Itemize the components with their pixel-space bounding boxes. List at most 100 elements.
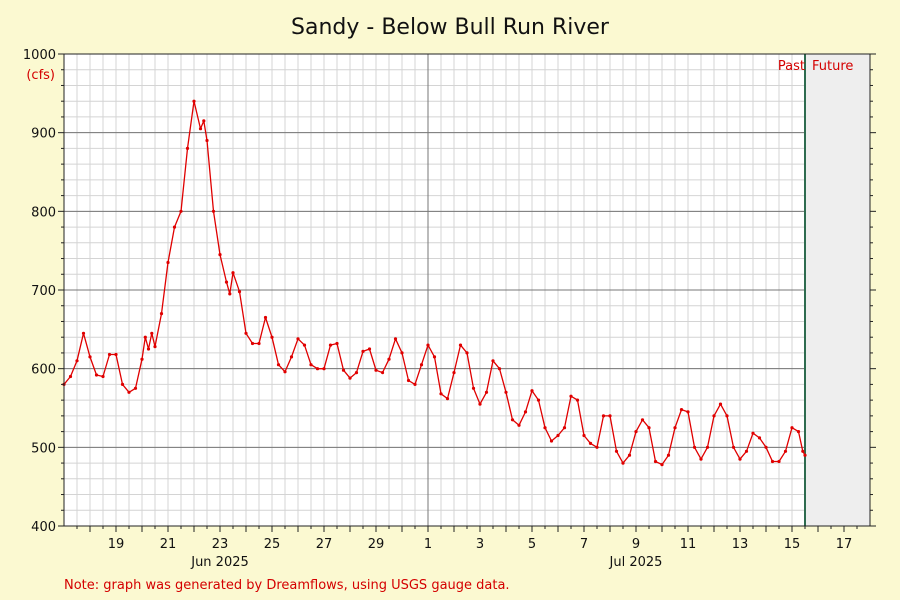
data-point [458, 343, 463, 347]
data-point [543, 426, 547, 430]
data-point [777, 459, 781, 464]
chart-title: Sandy - Below Bull Run River [291, 15, 610, 40]
data-point [114, 352, 118, 357]
data-point [621, 461, 625, 465]
x-tick-label: 27 [316, 537, 333, 552]
x-tick-label: 3 [476, 537, 484, 552]
data-point [517, 423, 521, 427]
data-point [68, 374, 73, 379]
y-tick-label: 800 [31, 205, 56, 220]
future-label: Future [812, 59, 853, 74]
data-point [224, 280, 229, 284]
x-tick-label: 5 [528, 537, 536, 552]
data-point [387, 357, 391, 361]
data-point [660, 463, 664, 467]
y-tick-label: 400 [31, 520, 56, 535]
data-point [731, 445, 736, 449]
data-point [228, 292, 232, 296]
data-point [627, 453, 632, 457]
x-month-label: Jun 2025 [190, 555, 249, 570]
y-tick-label: 500 [31, 441, 56, 456]
data-point [588, 441, 593, 445]
data-point [725, 414, 729, 418]
data-point [783, 449, 788, 453]
y-tick-label: 600 [31, 363, 56, 378]
data-point [647, 426, 651, 430]
data-point [432, 355, 437, 359]
data-point [150, 331, 154, 335]
data-point [309, 363, 313, 367]
data-point [445, 397, 450, 401]
data-point [653, 459, 658, 464]
data-point [354, 371, 359, 375]
data-point [801, 449, 805, 453]
past-label: Past [778, 59, 805, 74]
data-point [133, 386, 138, 390]
data-point [406, 378, 411, 383]
data-point [218, 253, 222, 257]
data-point [614, 449, 619, 453]
data-point [608, 414, 612, 418]
data-point [393, 337, 398, 341]
data-point [244, 331, 248, 335]
x-tick-label: 25 [264, 537, 281, 552]
data-point [686, 410, 690, 414]
data-point [790, 426, 794, 430]
data-point [634, 430, 638, 434]
data-point [315, 367, 320, 371]
data-point [640, 418, 645, 422]
data-point [803, 453, 807, 457]
series-layer [62, 99, 807, 467]
data-point [491, 359, 495, 363]
data-point [497, 367, 502, 371]
data-point [120, 382, 125, 386]
data-point [582, 433, 586, 438]
data-point [484, 390, 489, 394]
data-point [523, 410, 528, 414]
data-point [751, 431, 755, 435]
data-point [569, 394, 573, 398]
data-point [94, 373, 99, 377]
data-point [601, 414, 606, 418]
x-tick-label: 29 [368, 537, 385, 552]
data-point [140, 357, 144, 361]
x-tick-label: 17 [836, 537, 853, 552]
data-point [770, 459, 775, 464]
data-point [289, 355, 294, 359]
data-point [575, 398, 580, 402]
data-point [296, 337, 300, 341]
data-point [205, 138, 209, 143]
data-point [504, 390, 508, 394]
data-point [673, 426, 677, 430]
data-point [75, 359, 79, 363]
data-point [367, 347, 372, 351]
data-point [179, 209, 183, 213]
data-point [471, 386, 476, 390]
future-shading [805, 54, 870, 526]
data-point [276, 363, 281, 367]
x-tick-label: 11 [680, 537, 697, 552]
data-point [510, 418, 515, 422]
data-point [166, 260, 170, 265]
data-point [328, 343, 333, 347]
x-tick-label: 21 [160, 537, 177, 552]
data-point [595, 445, 599, 449]
data-point [231, 271, 235, 275]
data-point [699, 457, 703, 461]
data-point [146, 347, 151, 351]
y-axis-ticks: 400 500 600 700 800 900 1000 [23, 48, 876, 535]
x-tick-label: 7 [580, 537, 588, 552]
data-point [107, 352, 112, 357]
x-tick-label: 19 [108, 537, 125, 552]
data-point [202, 119, 206, 123]
data-point [757, 436, 762, 440]
data-point [419, 363, 424, 367]
data-point [796, 430, 801, 434]
data-point [666, 453, 671, 457]
data-point [738, 457, 742, 461]
data-point [159, 312, 164, 316]
data-point [413, 382, 417, 386]
data-point [263, 315, 268, 320]
